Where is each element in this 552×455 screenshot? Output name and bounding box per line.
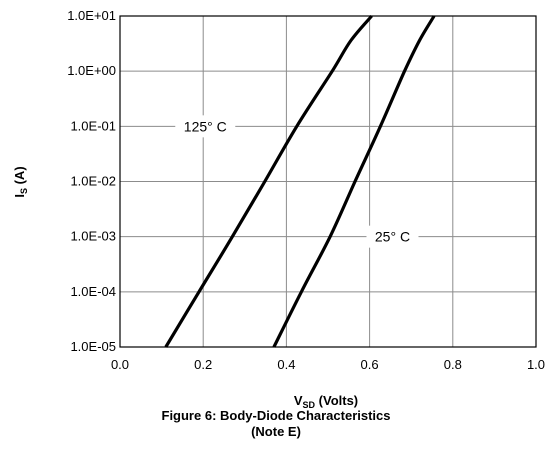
- y-tick-label: 1.0E-03: [70, 229, 116, 244]
- x-tick-label: 0.6: [361, 357, 379, 372]
- grid: [119, 15, 537, 348]
- y-axis-title-subscript: S: [19, 188, 29, 194]
- series-lines: [164, 14, 436, 348]
- y-tick-label: 1.0E+01: [67, 8, 116, 23]
- y-tick-label: 1.0E-04: [70, 284, 116, 299]
- x-tick-label: 0.4: [277, 357, 295, 372]
- x-axis-title-rest: (Volts): [315, 393, 358, 408]
- y-tick-label: 1.0E+00: [67, 63, 116, 78]
- annotation-label: 25° C: [375, 229, 410, 245]
- figure-note: (Note E): [251, 424, 301, 439]
- y-axis-tick-labels: 1.0E-05 1.0E-04 1.0E-03 1.0E-02 1.0E-01 1.0E+…: [67, 8, 116, 354]
- annotations: 125° C 25° C: [175, 115, 419, 248]
- annotation-background: [366, 225, 419, 248]
- y-axis-title: IS (A): [12, 166, 29, 197]
- y-tick-label: 1.0E-05: [70, 339, 116, 354]
- annotation-background: [175, 115, 236, 138]
- y-axis-title-rest: (A): [12, 166, 27, 188]
- series-line: [272, 15, 436, 348]
- annotation-label: 125° C: [184, 118, 227, 134]
- x-tick-label: 0.0: [111, 357, 129, 372]
- x-tick-label: 1.0: [527, 357, 545, 372]
- y-tick-label: 1.0E-01: [70, 118, 116, 133]
- y-axis-title-main: I: [12, 194, 27, 198]
- figure-caption: Figure 6: Body-Diode Characteristics: [161, 408, 391, 423]
- x-axis-title-subscript: SD: [303, 400, 316, 410]
- series-line: [164, 14, 373, 348]
- plot-area-frame: [119, 15, 537, 348]
- x-axis-title-main: V: [294, 393, 303, 408]
- x-tick-label: 0.2: [194, 357, 212, 372]
- y-tick-label: 1.0E-02: [70, 174, 116, 189]
- x-axis-title: VSD (Volts): [294, 393, 358, 410]
- x-axis-tick-labels: 0.0 0.2 0.4 0.6 0.8 1.0: [111, 357, 545, 372]
- x-tick-label: 0.8: [444, 357, 462, 372]
